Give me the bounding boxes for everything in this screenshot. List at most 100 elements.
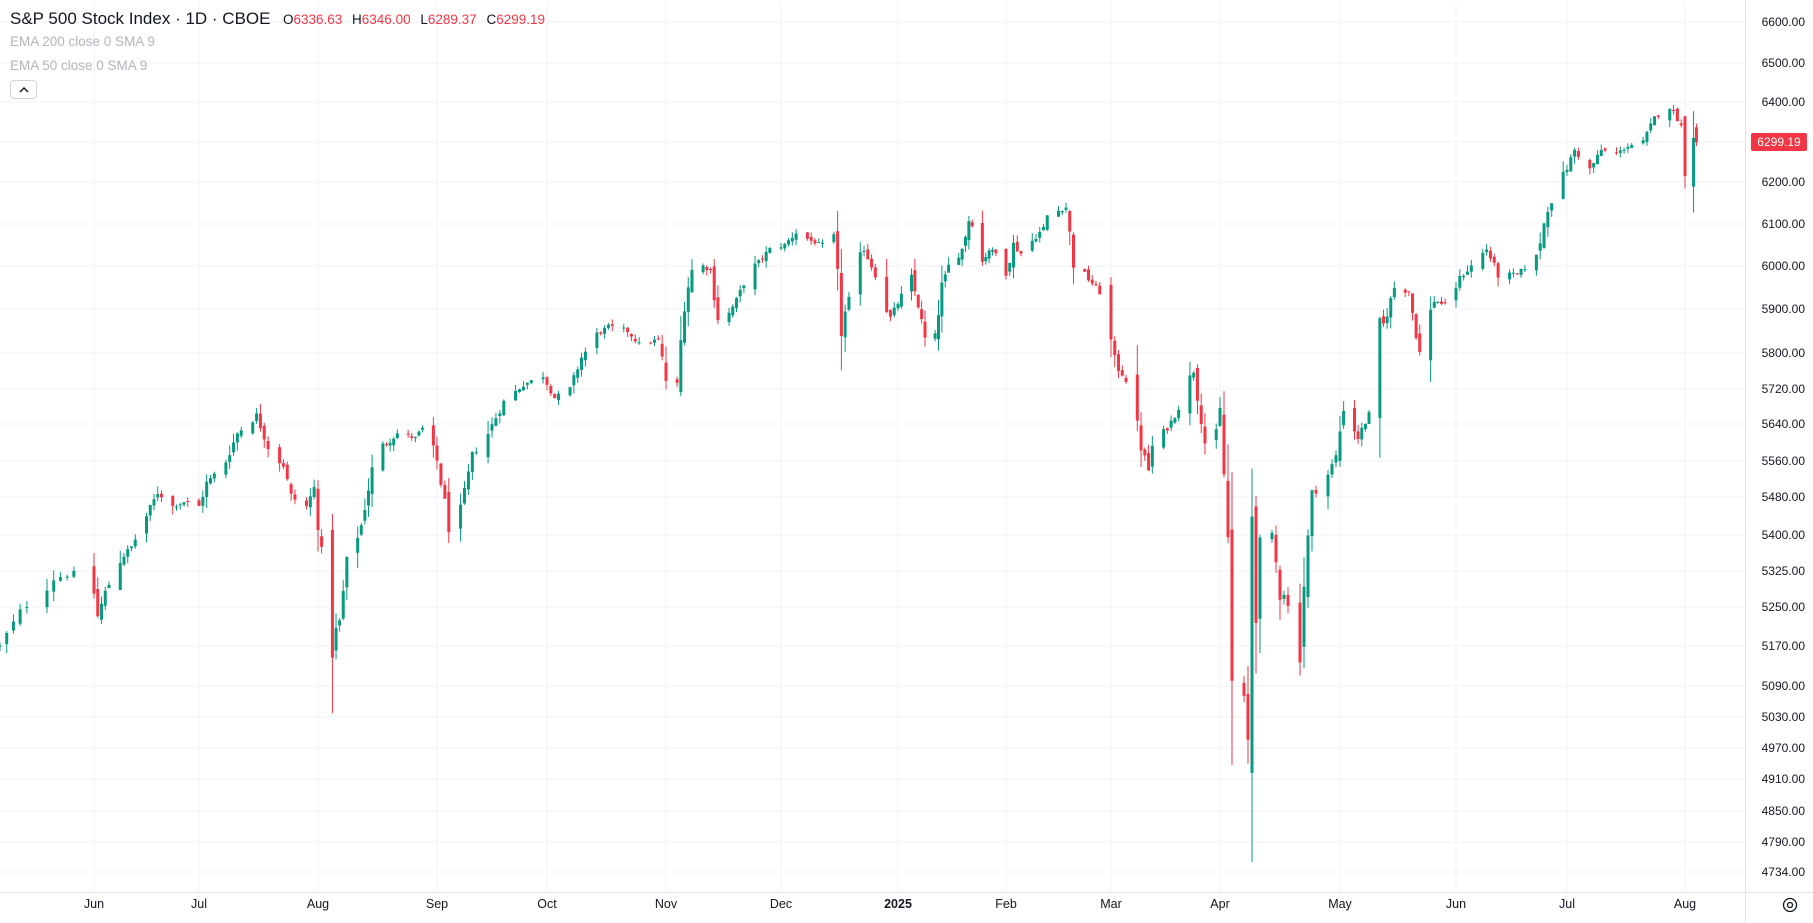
candle-body[interactable] [1356,431,1360,440]
candle-body[interactable] [690,269,694,293]
candle-body[interactable] [1378,318,1382,418]
candle-body[interactable] [235,433,239,443]
candle-body[interactable] [764,251,768,262]
collapse-legend-button[interactable] [10,80,37,99]
candle-body[interactable] [1515,273,1519,275]
candle-body[interactable] [470,451,474,472]
candle-body[interactable] [171,495,175,506]
candle-body[interactable] [787,240,791,245]
candle-body[interactable] [1169,420,1173,428]
candle-body[interactable] [1230,529,1234,681]
candle-body[interactable] [1429,309,1433,361]
candle-body[interactable] [100,603,103,620]
candle-body[interactable] [1314,489,1318,494]
candle-body[interactable] [293,494,297,500]
candle-body[interactable] [858,252,862,295]
candle-body[interactable] [72,570,76,577]
candle-body[interactable] [385,444,389,446]
candle-body[interactable] [118,563,122,590]
indicator-ema-200[interactable]: EMA 200 close 0 SMA 9 [10,34,155,49]
candle-body[interactable] [980,223,984,262]
candle-body[interactable] [370,467,374,494]
candle-body[interactable] [1177,409,1181,418]
candle-body[interactable] [518,389,521,392]
candle-body[interactable] [156,493,160,498]
candle-body[interactable] [1649,123,1653,131]
candle-body[interactable] [637,342,641,344]
candle-body[interactable] [947,264,951,273]
candle-body[interactable] [790,237,794,242]
candle-body[interactable] [1565,169,1569,173]
candle-body[interactable] [1109,284,1113,340]
candle-body[interactable] [664,362,668,381]
candle-body[interactable] [65,576,69,578]
candle-body[interactable] [1034,239,1038,242]
candle-body[interactable] [610,324,614,326]
candle-body[interactable] [940,282,944,317]
candle-body[interactable] [133,539,137,547]
candle-body[interactable] [870,258,874,268]
candle-body[interactable] [1414,314,1418,338]
candle-body[interactable] [1363,423,1367,430]
candle-body[interactable] [716,297,720,321]
candle-body[interactable] [1203,426,1207,444]
candle-body[interactable] [873,267,877,278]
candle-body[interactable] [1694,127,1698,143]
candle-body[interactable] [1407,291,1411,293]
candle-body[interactable] [1519,268,1523,275]
candle-body[interactable] [498,413,502,416]
candle-body[interactable] [435,445,439,461]
candle-body[interactable] [1523,269,1527,271]
candle-body[interactable] [421,427,425,430]
candle-body[interactable] [1338,431,1342,461]
candle-body[interactable] [1641,140,1645,144]
candle-body[interactable] [281,463,285,467]
candle-body[interactable] [359,525,363,535]
candle-body[interactable] [320,536,324,547]
candle-body[interactable] [160,493,163,498]
candle-body[interactable] [1090,279,1094,284]
candle-body[interactable] [1199,405,1203,424]
candle-body[interactable] [178,504,182,506]
candle-body[interactable] [186,501,190,503]
candle-body[interactable] [541,377,545,380]
candle-body[interactable] [1188,375,1192,414]
candle-body[interactable] [1511,272,1515,274]
candle-body[interactable] [794,233,798,240]
candle-body[interactable] [1045,215,1049,230]
candle-body[interactable] [1226,480,1230,538]
candle-body[interactable] [991,249,994,252]
candle-body[interactable] [1098,285,1102,295]
candle-body[interactable] [1603,148,1607,151]
candle-body[interactable] [1214,429,1218,441]
candle-body[interactable] [1254,506,1258,623]
candle-body[interactable] [1038,231,1042,238]
candle-body[interactable] [1458,275,1462,288]
candle-body[interactable] [1534,254,1538,271]
indicator-ema-50[interactable]: EMA 50 close 0 SMA 9 [10,58,148,73]
candle-body[interactable] [1015,241,1019,252]
candle-body[interactable] [209,478,213,484]
candle-body[interactable] [521,386,525,391]
candle-body[interactable] [502,400,506,416]
candle-body[interactable] [1679,123,1683,126]
candle-body[interactable] [603,327,607,334]
candle-body[interactable] [1360,427,1364,440]
candle-body[interactable] [580,357,584,370]
settings-gear-icon[interactable] [1781,896,1799,914]
candle-body[interactable] [1246,693,1250,740]
candle-body[interactable] [967,221,971,241]
candle-body[interactable] [712,266,716,301]
candle-body[interactable] [1382,316,1385,324]
candle-body[interactable] [583,351,587,361]
candle-body[interactable] [652,339,656,343]
candle-body[interactable] [262,425,266,440]
candle-body[interactable] [447,492,451,533]
candle-body[interactable] [805,232,809,239]
candle-body[interactable] [1546,211,1550,228]
candle-body[interactable] [913,270,917,292]
candle-body[interactable] [943,274,947,282]
candle-body[interactable] [410,436,414,438]
candle-body[interactable] [251,422,255,434]
candle-body[interactable] [760,258,764,260]
